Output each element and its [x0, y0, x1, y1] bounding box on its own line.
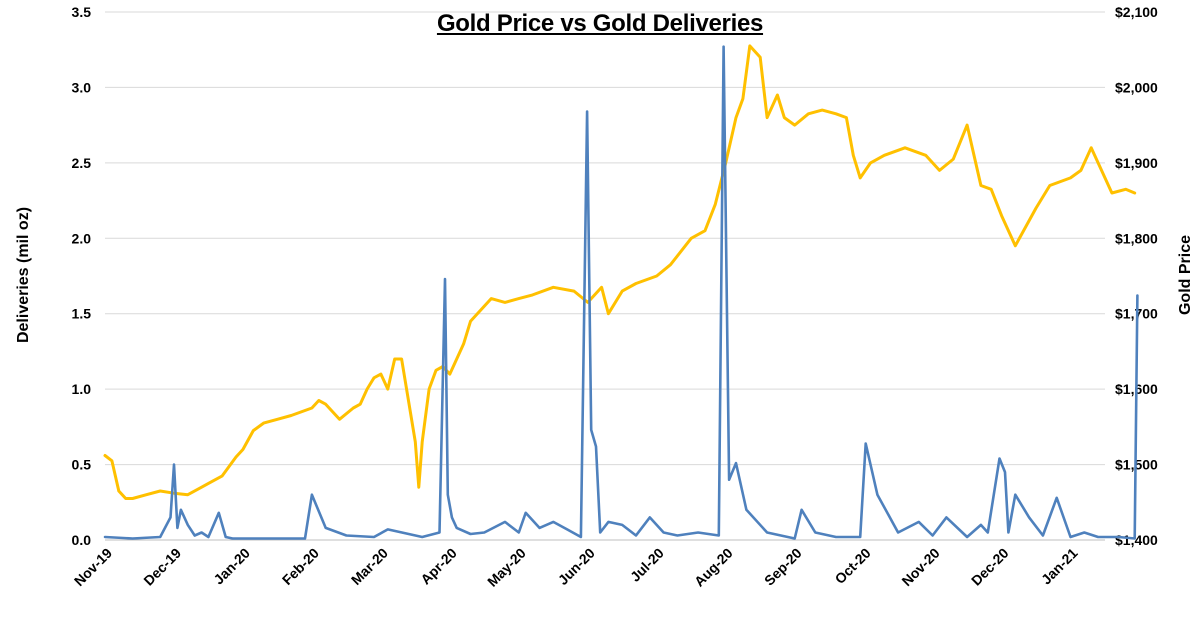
chart-title: Gold Price vs Gold Deliveries	[436, 10, 764, 37]
y-tick-label-left: 1.5	[72, 306, 92, 322]
y-tick-label-left: 1.0	[72, 381, 92, 397]
x-tick-label: Jun-20	[555, 545, 598, 588]
y-tick-label-left: 0.5	[72, 457, 92, 473]
x-tick-label: Nov-20	[898, 545, 942, 589]
y-tick-label-left: 3.0	[72, 79, 92, 95]
x-tick-label: Aug-20	[691, 545, 736, 590]
x-tick-label: May-20	[484, 545, 529, 590]
y-tick-label-left: 0.0	[72, 532, 92, 548]
x-tick-label: Mar-20	[348, 545, 391, 588]
series-line-gold-price	[103, 44, 1137, 500]
x-tick-label: Feb-20	[279, 545, 322, 588]
y-tick-label-right: $2,100	[1115, 4, 1158, 20]
x-tick-label: Oct-20	[832, 545, 874, 587]
x-tick-label: Nov-19	[71, 545, 115, 589]
y-tick-label-right: $1,400	[1115, 532, 1158, 548]
x-tick-label: Jan-20	[210, 545, 253, 588]
x-tick-label: Dec-20	[968, 545, 1012, 589]
y-tick-label-right: $2,000	[1115, 79, 1158, 95]
y-tick-label-right: $1,900	[1115, 155, 1158, 171]
x-tick-label: Apr-20	[417, 545, 460, 588]
x-tick-label: Jan-21	[1038, 545, 1081, 588]
series-line-deliveries	[103, 45, 1139, 540]
y-tick-label-right: $1,800	[1115, 230, 1158, 246]
x-tick-label: Jul-20	[627, 545, 667, 585]
y-tick-label-left: 2.0	[72, 230, 92, 246]
y-tick-label-left: 3.5	[72, 4, 92, 20]
x-tick-label: Sep-20	[761, 545, 805, 589]
x-tick-label: Dec-19	[140, 545, 184, 589]
y-tick-label-left: 2.5	[72, 155, 92, 171]
